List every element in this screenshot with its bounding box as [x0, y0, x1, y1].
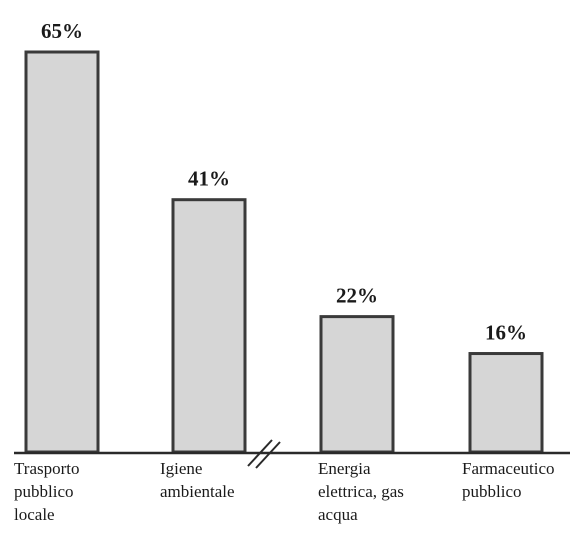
value-labels-group: 65% 41% 22% 16% [41, 19, 527, 345]
category-label-line: Farmaceutico [462, 459, 555, 478]
category-label-line: Energia [318, 459, 371, 478]
bar-2 [319, 315, 395, 454]
bar-3 [468, 352, 544, 454]
category-label-0: Trasporto pubblico locale [14, 459, 80, 524]
value-label-0: 65% [41, 19, 83, 43]
bar-1 [171, 198, 247, 454]
category-label-2: Energia elettrica, gas acqua [318, 459, 404, 524]
category-label-1: Igiene ambientale [160, 459, 235, 501]
bar-0 [24, 50, 100, 454]
category-label-line: ambientale [160, 482, 235, 501]
category-label-line: pubblico [14, 482, 74, 501]
value-label-1: 41% [188, 167, 230, 191]
category-label-line: elettrica, gas [318, 482, 404, 501]
category-label-3: Farmaceutico pubblico [462, 459, 555, 501]
category-label-line: locale [14, 505, 55, 524]
category-label-line: pubblico [462, 482, 522, 501]
category-label-line: acqua [318, 505, 358, 524]
category-labels-group: Trasporto pubblico locale Igiene ambientale E… [14, 459, 555, 524]
axis-break-mark [247, 439, 281, 469]
value-label-3: 16% [485, 321, 527, 345]
bars-group [24, 50, 544, 454]
category-label-line: Trasporto [14, 459, 80, 478]
value-label-2: 22% [336, 284, 378, 308]
category-label-line: Igiene [160, 459, 202, 478]
